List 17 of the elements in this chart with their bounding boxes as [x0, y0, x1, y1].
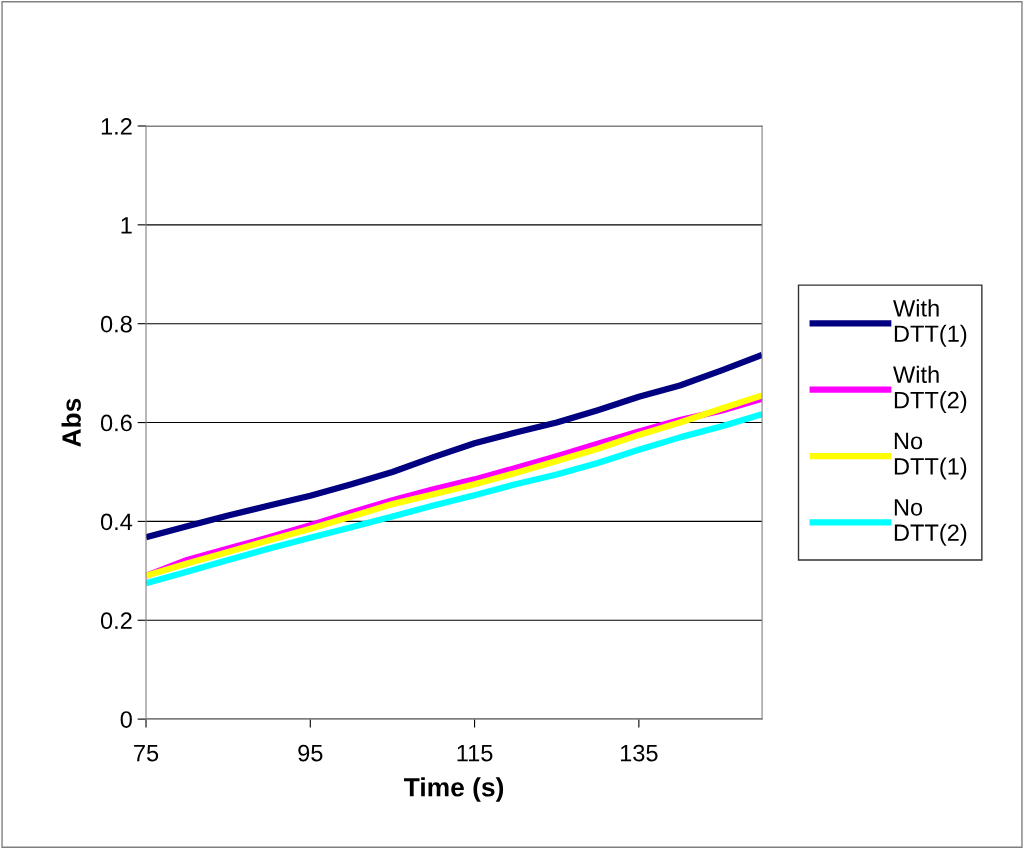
y-tick-label: 0.2 — [100, 612, 132, 630]
legend-label: No DTT(2) — [894, 499, 967, 546]
y-tick-label: 1 — [121, 217, 132, 234]
y-tick-label: 0.8 — [100, 315, 132, 333]
y-axis-title: Abs — [61, 398, 81, 447]
x-tick-label: 75 — [134, 744, 159, 762]
legend-label: With DTT(1) — [893, 299, 967, 347]
y-tick-label: 0.6 — [100, 414, 132, 432]
y-tick-label: 0 — [120, 711, 132, 728]
x-tick-label: 135 — [620, 744, 658, 762]
y-tick-label: 1.2 — [101, 118, 132, 135]
x-tick-label: 115 — [457, 744, 493, 762]
y-tick-label: 0.4 — [100, 513, 133, 531]
legend-label: With DTT(2) — [893, 365, 967, 414]
x-tick-label: 95 — [298, 744, 323, 762]
x-axis-title: Time (s) — [403, 777, 504, 802]
legend-label: No DTT(1) — [894, 432, 967, 480]
